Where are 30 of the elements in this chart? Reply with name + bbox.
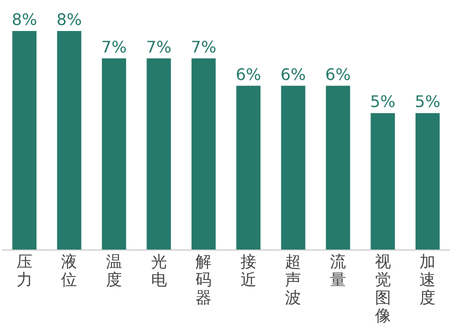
bar — [370, 113, 395, 250]
x-tick-label: 压力 — [16, 252, 32, 289]
data-label: 8% — [56, 10, 82, 29]
data-label: 5% — [370, 92, 396, 112]
bar — [281, 86, 306, 250]
data-label: 7% — [146, 37, 172, 56]
data-label: 6% — [325, 64, 351, 84]
x-tick-label: 液位 — [61, 252, 78, 289]
x-tick-label: 温度 — [106, 252, 122, 289]
data-label: 7% — [101, 37, 127, 56]
bar — [192, 58, 216, 250]
bar — [416, 113, 440, 250]
x-tick-label: 光电 — [150, 252, 167, 289]
data-label: 6% — [236, 64, 262, 84]
bar — [102, 58, 126, 250]
x-tick-label: 解码器 — [196, 252, 212, 307]
data-label: 7% — [190, 37, 216, 56]
bar — [12, 31, 36, 250]
bar — [57, 31, 82, 250]
data-label: 8% — [12, 10, 38, 29]
x-tick-label: 接近 — [240, 252, 256, 289]
x-tick-label: 超声波 — [285, 252, 302, 307]
x-tick-label: 视觉图像 — [374, 252, 391, 325]
bar — [236, 86, 260, 250]
x-tick-label: 加速度 — [420, 252, 436, 307]
data-label: 5% — [414, 92, 440, 112]
bar — [326, 86, 350, 250]
x-tick-label: 流量 — [330, 252, 346, 289]
data-label: 6% — [280, 64, 306, 84]
bar — [146, 58, 171, 250]
